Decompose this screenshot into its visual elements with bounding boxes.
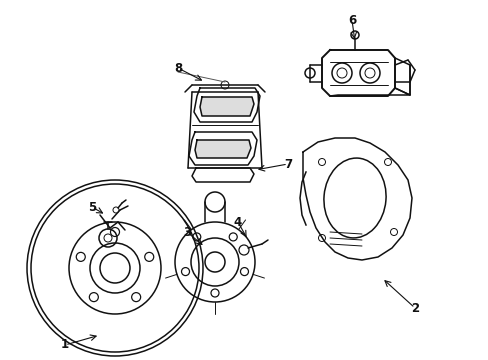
Polygon shape [195,140,250,158]
Text: 5: 5 [88,201,96,213]
Text: 1: 1 [61,338,69,351]
Text: 6: 6 [347,14,355,27]
Text: 2: 2 [410,302,418,315]
Text: 7: 7 [284,158,291,171]
Text: 3: 3 [183,225,191,239]
Polygon shape [200,97,253,116]
Text: 4: 4 [233,216,242,229]
Text: 8: 8 [174,62,182,75]
